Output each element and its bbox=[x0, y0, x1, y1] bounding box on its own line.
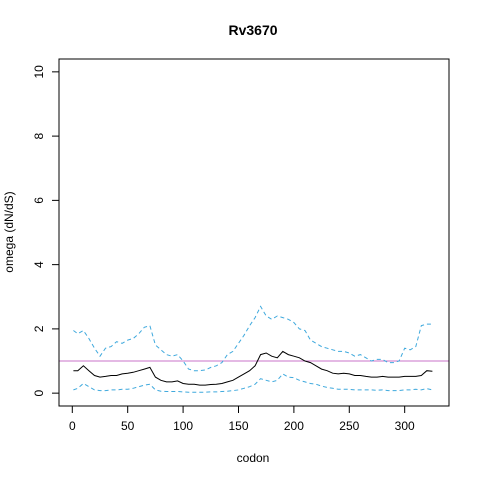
x-tick-label: 250 bbox=[339, 419, 359, 433]
y-tick-label: 10 bbox=[32, 65, 46, 79]
x-tick-label: 150 bbox=[228, 419, 248, 433]
chart-title: Rv3670 bbox=[228, 22, 277, 38]
y-tick-label: 4 bbox=[32, 261, 46, 268]
y-tick-label: 8 bbox=[32, 132, 46, 139]
x-axis: 0 50 100 150 200 250 300 bbox=[69, 405, 415, 433]
x-tick-label: 300 bbox=[395, 419, 415, 433]
series-line-lower-bound bbox=[73, 373, 433, 393]
x-tick-label: 200 bbox=[284, 419, 304, 433]
x-axis-label: codon bbox=[237, 451, 270, 465]
x-tick-label: 0 bbox=[69, 419, 76, 433]
y-tick-label: 0 bbox=[32, 389, 46, 396]
series-line-upper-bound bbox=[73, 305, 433, 372]
plot-area bbox=[59, 305, 449, 393]
y-axis: 0 2 4 6 8 10 bbox=[32, 65, 60, 396]
y-tick-label: 2 bbox=[32, 325, 46, 332]
x-tick-label: 50 bbox=[121, 419, 135, 433]
y-axis-label: omega (dN/dS) bbox=[2, 191, 16, 272]
y-tick-label: 6 bbox=[32, 197, 46, 204]
x-tick-label: 100 bbox=[173, 419, 193, 433]
plot-frame bbox=[58, 58, 450, 407]
series-line-estimate bbox=[73, 350, 433, 386]
